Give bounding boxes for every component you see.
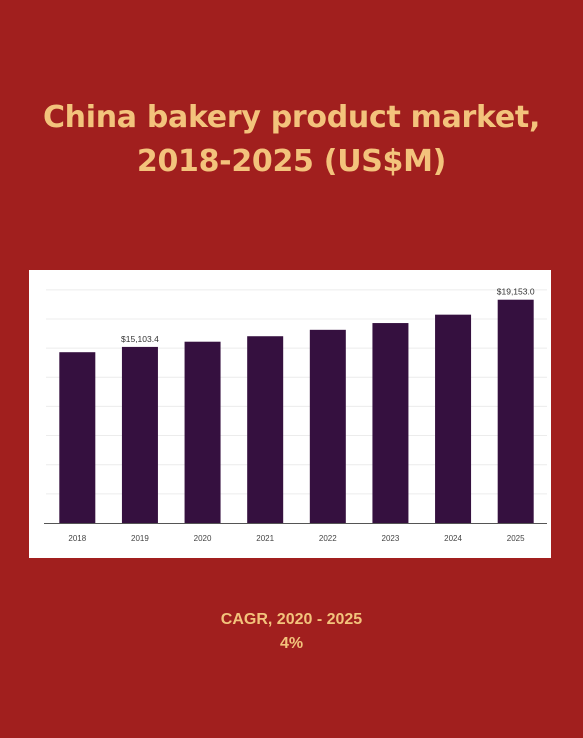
x-tick-label: 2024 — [444, 534, 462, 543]
x-tick-label: 2018 — [68, 534, 86, 543]
title-line-2: 2018-2025 (US$M) — [136, 144, 447, 179]
cagr-label: CAGR, 2020 - 2025 — [220, 611, 363, 628]
data-label: $19,153.0 — [497, 287, 535, 297]
cagr-value: 4% — [279, 635, 304, 652]
page-title: China bakery product market, 2018-2025 (… — [0, 96, 583, 184]
bar-2021 — [247, 336, 284, 523]
x-tick-label: 2020 — [194, 534, 212, 543]
bar-2023 — [372, 323, 409, 523]
cagr-block: CAGR, 2020 - 2025 4% — [0, 608, 583, 656]
bar-chart: 2018 2019 $15,103.4 2020 2021 2022 2023 2024 202… — [44, 287, 547, 543]
bar-2022 — [309, 329, 346, 523]
bar-2018 — [59, 352, 96, 523]
x-tick-label: 2023 — [382, 534, 400, 543]
bar-2025 — [497, 299, 534, 523]
x-tick-label: 2019 — [131, 534, 149, 543]
bar-2020 — [184, 341, 221, 523]
bar-2024 — [435, 314, 472, 523]
x-tick-label: 2021 — [256, 534, 274, 543]
chart-card: 2018 2019 $15,103.4 2020 2021 2022 2023 2024 202… — [29, 270, 551, 558]
x-tick-label: 2025 — [507, 534, 525, 543]
data-label: $15,103.4 — [121, 334, 159, 344]
title-line-1: China bakery product market, — [42, 100, 541, 135]
x-tick-label: 2022 — [319, 534, 337, 543]
bar-2019 — [121, 346, 158, 523]
